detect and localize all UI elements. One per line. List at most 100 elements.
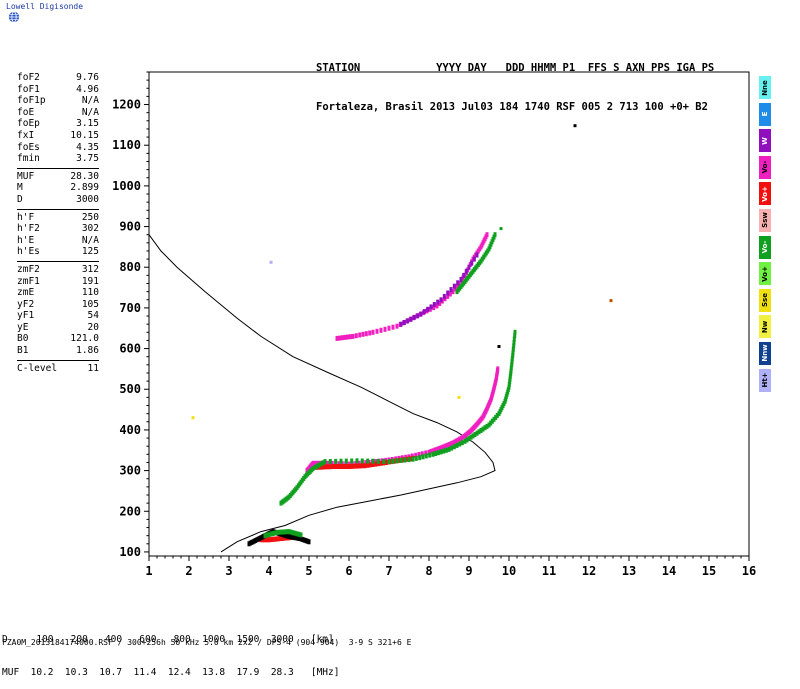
- x-tick-label: 6: [345, 564, 352, 578]
- echo-point: [334, 458, 338, 464]
- param-value: 3.15: [76, 118, 99, 130]
- param-value: 110: [81, 287, 99, 299]
- echo-point: [375, 328, 379, 334]
- legend-label: Nw: [761, 320, 769, 334]
- echo-point: [331, 464, 335, 469]
- echo-point: [508, 379, 512, 385]
- echo-point: [470, 260, 474, 266]
- echo-point: [366, 462, 370, 468]
- echo-point: [485, 423, 489, 429]
- echo-point: [512, 336, 516, 342]
- echo-point: [350, 458, 354, 464]
- echo-point: [458, 441, 462, 447]
- legend-item: W: [759, 129, 771, 153]
- param-label: h'Es: [17, 246, 40, 258]
- echo-point: [511, 353, 515, 359]
- echo-point: [395, 458, 399, 464]
- isolated-echo: [457, 395, 461, 399]
- echo-point: [363, 463, 367, 469]
- echo-point: [424, 450, 428, 456]
- echo-point: [434, 451, 438, 456]
- param-row: D 3000: [3, 194, 99, 206]
- echo-point: [443, 443, 447, 449]
- globe-icon: [8, 11, 20, 23]
- legend-item: Vo+: [759, 182, 771, 206]
- plot-frame: [148, 71, 750, 557]
- echo-point: [364, 331, 368, 337]
- echo-point: [328, 459, 332, 464]
- echo-point: [454, 438, 458, 444]
- echo-point: [494, 414, 498, 420]
- param-label: D: [17, 193, 23, 205]
- echo-point: [350, 463, 354, 469]
- param-value: N/A: [81, 95, 99, 107]
- param-row: yE 20: [3, 322, 99, 334]
- echo-point: [293, 535, 297, 541]
- y-tick-label: 800: [119, 260, 141, 274]
- echo-point: [471, 433, 475, 439]
- param-separator: [17, 359, 99, 361]
- echo-point: [291, 530, 295, 536]
- brand-label: Lowell Digisonde: [6, 2, 84, 11]
- x-tick-label: 15: [702, 564, 716, 578]
- echo-point: [340, 461, 344, 467]
- echo-point: [477, 429, 481, 435]
- echo-point: [387, 325, 391, 331]
- isolated-echo: [269, 260, 273, 264]
- param-row: h'E N/A: [3, 235, 99, 247]
- legend-label: E: [761, 111, 769, 117]
- echo-point: [475, 252, 479, 258]
- echo-point: [406, 318, 410, 324]
- x-tick-label: 7: [385, 564, 392, 578]
- param-row: foF1 4.96: [3, 84, 99, 96]
- echo-point: [339, 458, 343, 464]
- echo-point: [371, 329, 375, 335]
- echo-point: [354, 333, 358, 339]
- param-row: MUF 28.30: [3, 171, 99, 183]
- polarization-legend: Nne E W Vo- Vo+ Ssw Vo- Vo+ Sse Nw Nnw Ht+: [759, 76, 771, 395]
- param-value: 312: [81, 263, 99, 275]
- echo-point: [442, 448, 446, 454]
- echo-point: [412, 314, 416, 320]
- param-label: foF2: [17, 72, 40, 83]
- muf-value-row: MUF 10.2 10.3 10.7 11.4 12.4 13.8 17.9 2…: [2, 667, 340, 678]
- echo-point: [459, 276, 463, 282]
- echo-point: [326, 464, 330, 470]
- param-label: foEs: [17, 141, 40, 153]
- x-tick-label: 13: [622, 564, 636, 578]
- echo-point: [281, 529, 285, 535]
- echo-point: [417, 452, 421, 457]
- echo-point: [307, 539, 311, 545]
- echo-point: [344, 464, 348, 469]
- param-value: 9.76: [76, 72, 99, 83]
- param-row: fxI 10.15: [3, 130, 99, 142]
- echo-point: [489, 420, 493, 426]
- param-row: yF2 105: [3, 299, 99, 311]
- y-tick-label: 1100: [112, 138, 141, 152]
- param-label: yE: [17, 321, 29, 333]
- echo-point: [428, 452, 432, 458]
- x-tick-label: 16: [742, 564, 756, 578]
- echo-point: [376, 458, 380, 464]
- muf-distance-row: D 100 200 400 600 800 1000 1500 3000 [km…: [2, 634, 334, 645]
- echo-point: [357, 460, 361, 466]
- echo-point: [455, 442, 459, 448]
- param-row: h'F2 302: [3, 223, 99, 235]
- echo-point: [342, 464, 346, 469]
- echo-point: [508, 373, 512, 379]
- param-label: zmF2: [17, 263, 40, 275]
- echo-point: [328, 464, 332, 470]
- echo-point: [295, 535, 299, 541]
- isolated-echo: [573, 124, 577, 128]
- legend-label: Vo-: [761, 160, 769, 174]
- echo-point: [509, 371, 513, 377]
- legend-label: W: [761, 136, 769, 145]
- echo-point: [483, 425, 487, 431]
- echo-point: [391, 458, 395, 464]
- echo-point: [358, 463, 362, 469]
- echo-point: [293, 530, 297, 536]
- echo-point: [346, 334, 350, 340]
- x-tick-label: 14: [662, 564, 676, 578]
- echo-point: [371, 458, 375, 464]
- echo-point: [374, 461, 378, 467]
